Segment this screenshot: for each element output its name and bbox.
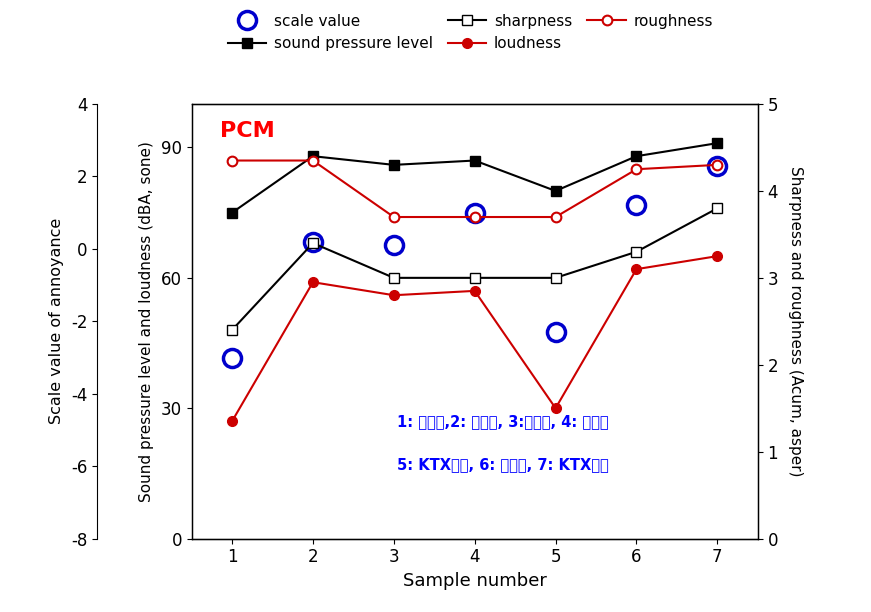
Y-axis label: Sharpness and roughness (Acum, asper): Sharpness and roughness (Acum, asper)	[788, 166, 803, 477]
Text: PCM: PCM	[219, 121, 274, 141]
Y-axis label: Scale value of annoyance: Scale value of annoyance	[49, 218, 64, 425]
Legend: scale value, sound pressure level, sharpness, loudness, roughness: scale value, sound pressure level, sharp…	[228, 13, 712, 51]
Text: 5: KTX저속, 6: 새마을, 7: KTX고속: 5: KTX저속, 6: 새마을, 7: KTX고속	[397, 457, 609, 472]
X-axis label: Sample number: Sample number	[402, 572, 547, 590]
Text: 1: 누리로,2: 지하철, 3:화물차, 4: 무궁화: 1: 누리로,2: 지하철, 3:화물차, 4: 무궁화	[397, 414, 609, 429]
Y-axis label: Sound pressure level and loudness (dBA, sone): Sound pressure level and loudness (dBA, …	[138, 141, 154, 502]
